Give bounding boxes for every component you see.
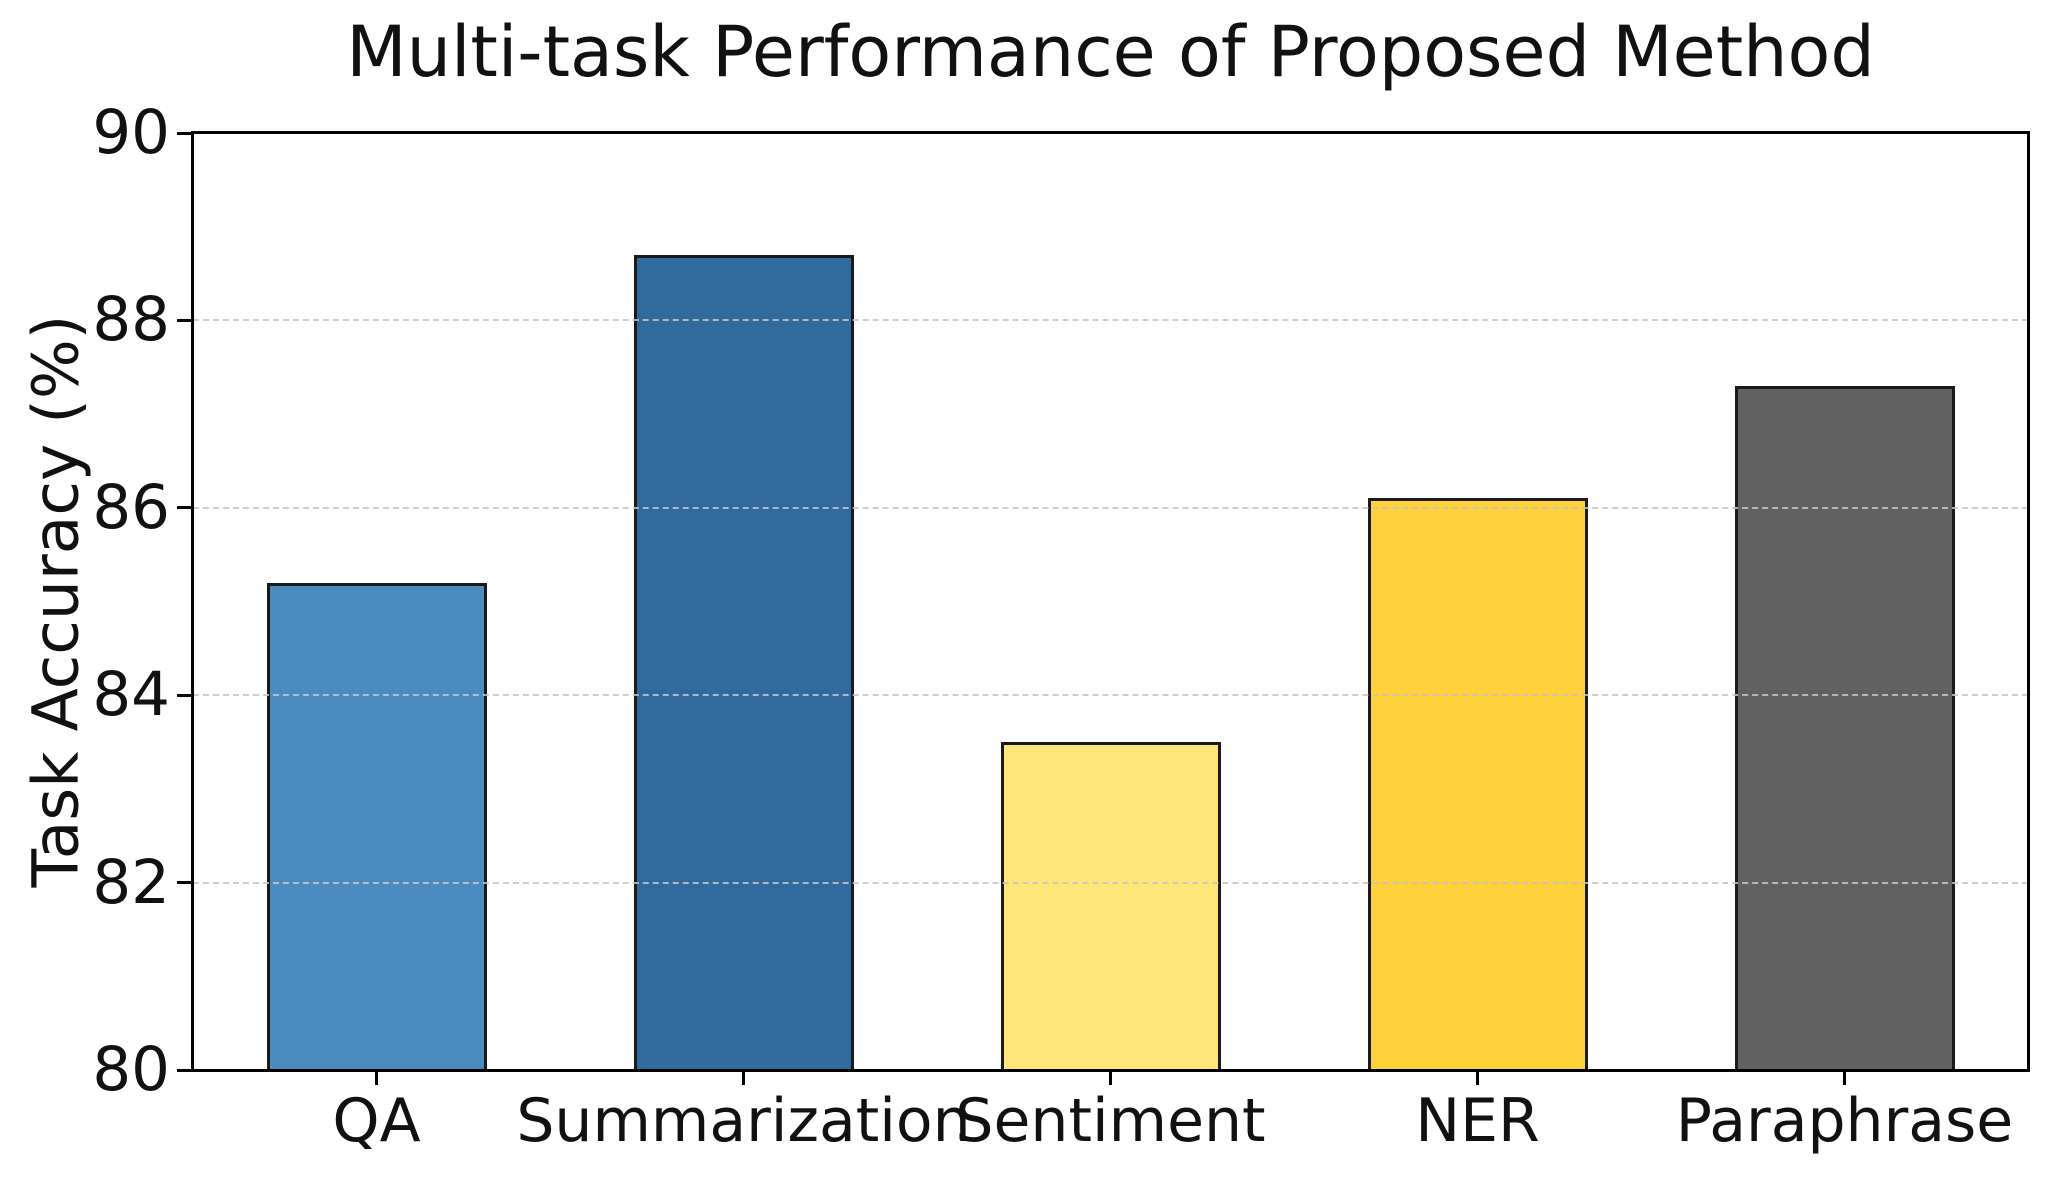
y-tick-mark [177,506,191,510]
y-tick-label: 82 [92,846,170,918]
x-tick-label-sentiment: Sentiment [955,1086,1266,1156]
x-tick-mark [1109,1072,1112,1085]
bar-ner [1367,498,1588,1070]
y-tick-label: 84 [92,659,170,731]
y-tick-label: 88 [92,284,170,356]
y-tick-label: 80 [92,1034,170,1105]
y-tick-mark [177,131,191,135]
x-tick-mark [742,1072,745,1085]
x-tick-label-summarization: Summarization [516,1086,971,1156]
y-tick-mark [177,318,191,322]
y-tick-label: 86 [92,471,170,543]
x-tick-mark [1476,1072,1479,1085]
y-tick-mark [177,1068,191,1072]
y-tick-mark [177,693,191,697]
gridline-y-88 [193,319,2028,322]
y-axis-label: Task Accuracy (%) [19,314,93,888]
chart-title: Multi-task Performance of Proposed Metho… [346,11,1875,93]
y-tick-label: 90 [92,97,170,168]
x-tick-label-paraphrase: Paraphrase [1675,1086,2014,1156]
bar-qa [266,582,487,1070]
x-tick-label-ner: NER [1415,1086,1540,1156]
x-tick-mark [1843,1072,1846,1085]
bar-paraphrase [1734,385,1955,1070]
x-tick-mark [375,1072,378,1085]
bar-summarization [633,254,854,1070]
x-tick-label-qa: QA [332,1086,421,1156]
y-tick-mark [177,881,191,885]
bar-sentiment [1000,742,1221,1070]
